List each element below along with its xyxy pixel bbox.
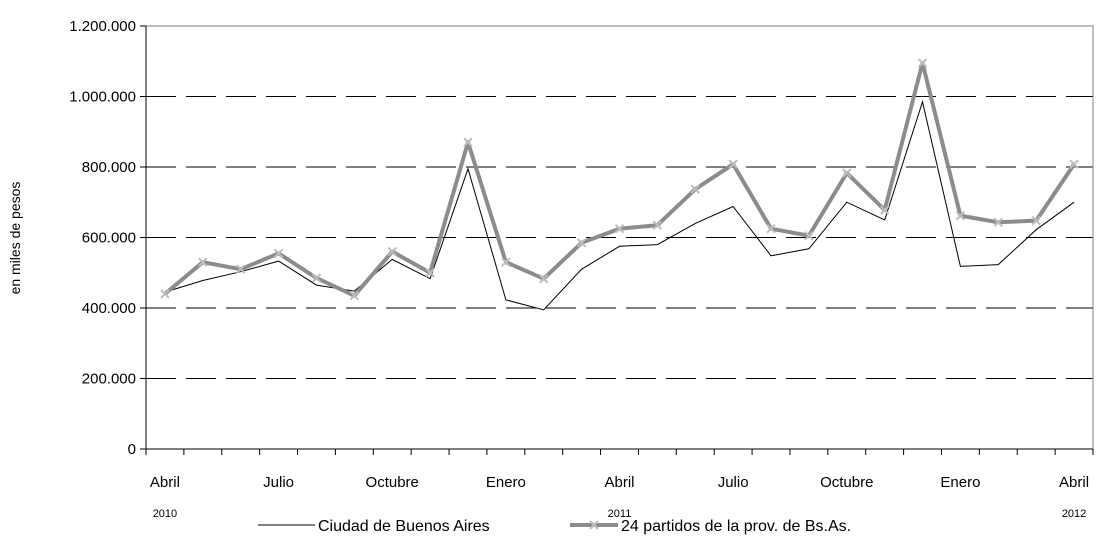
data-point [614,223,625,234]
y-tick-label: 200.000 [82,371,136,388]
data-point [1031,215,1041,226]
data-point [235,264,246,274]
x-tick-label: Abril [150,474,180,491]
series-line-ciudad [164,99,1075,311]
y-tick-label: 800.000 [82,159,136,176]
data-point [652,220,663,230]
data-point [955,210,966,221]
x-tick-label: Octubre [366,474,419,491]
y-tick-label: 0 [128,441,136,458]
data-point [728,159,738,169]
data-point [576,238,587,248]
data-point [879,205,890,215]
data-point [766,223,776,234]
data-point [387,246,397,257]
legend-label-ciudad: Ciudad de Buenos Aires [318,518,490,535]
y-tick-label: 1.200.000 [69,18,136,35]
data-point [842,168,852,178]
legend: Ciudad de Buenos Aires 24 partidos de la … [258,518,851,535]
data-point [917,58,928,68]
series-line-partidos [163,61,1076,298]
data-point [463,137,473,148]
data-point [804,231,814,241]
year-label: 2011 [608,508,632,520]
data-point [501,257,511,267]
data-point [1069,159,1079,169]
data-point [690,184,700,194]
year-label: 2012 [1062,508,1086,520]
x-tick-label: Julio [263,474,294,491]
data-point [539,274,549,284]
y-tick-label: 400.000 [82,300,136,317]
data-point [273,248,284,259]
data-point [311,273,322,283]
x-tick-label: Julio [718,474,749,491]
data-point [349,290,360,301]
year-label: 2010 [153,508,177,520]
data-point [589,520,599,530]
x-tick-label: Enero [940,474,980,491]
y-tick-label: 600.000 [82,230,136,247]
data-point [198,257,208,267]
y-tick-label: 1.000.000 [69,89,136,106]
x-tick-label: Abril [1059,474,1089,491]
x-tick-label: Enero [486,474,526,491]
data-point [160,289,170,299]
data-point [993,217,1004,228]
x-tick-label: Abril [604,474,634,491]
data-point [425,268,435,278]
y-axis-label: en miles de pesos [7,182,23,295]
x-tick-label: Octubre [820,474,873,491]
legend-label-partidos: 24 partidos de la prov. de Bs.As. [621,518,851,535]
